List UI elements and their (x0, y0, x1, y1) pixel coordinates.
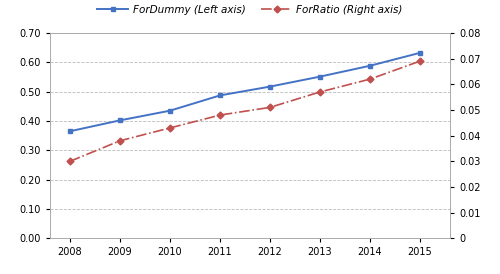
ForDummy (Left axis) (267, 85, 273, 88)
Line: ForDummy (Left axis): ForDummy (Left axis) (68, 50, 422, 134)
ForRatio (Right axis) (117, 139, 123, 142)
ForRatio (Right axis) (217, 113, 223, 117)
ForDummy (Left axis) (217, 94, 223, 97)
Line: ForRatio (Right axis): ForRatio (Right axis) (68, 59, 422, 164)
ForDummy (Left axis) (367, 64, 373, 67)
ForDummy (Left axis) (317, 75, 323, 78)
ForDummy (Left axis) (417, 51, 423, 55)
ForRatio (Right axis) (317, 90, 323, 94)
ForDummy (Left axis) (167, 109, 173, 112)
ForRatio (Right axis) (167, 126, 173, 130)
ForRatio (Right axis) (417, 59, 423, 63)
ForRatio (Right axis) (67, 160, 73, 163)
ForRatio (Right axis) (367, 78, 373, 81)
ForDummy (Left axis) (117, 119, 123, 122)
ForDummy (Left axis) (67, 130, 73, 133)
ForRatio (Right axis) (267, 106, 273, 109)
Legend: ForDummy (Left axis), ForRatio (Right axis): ForDummy (Left axis), ForRatio (Right ax… (97, 5, 403, 15)
